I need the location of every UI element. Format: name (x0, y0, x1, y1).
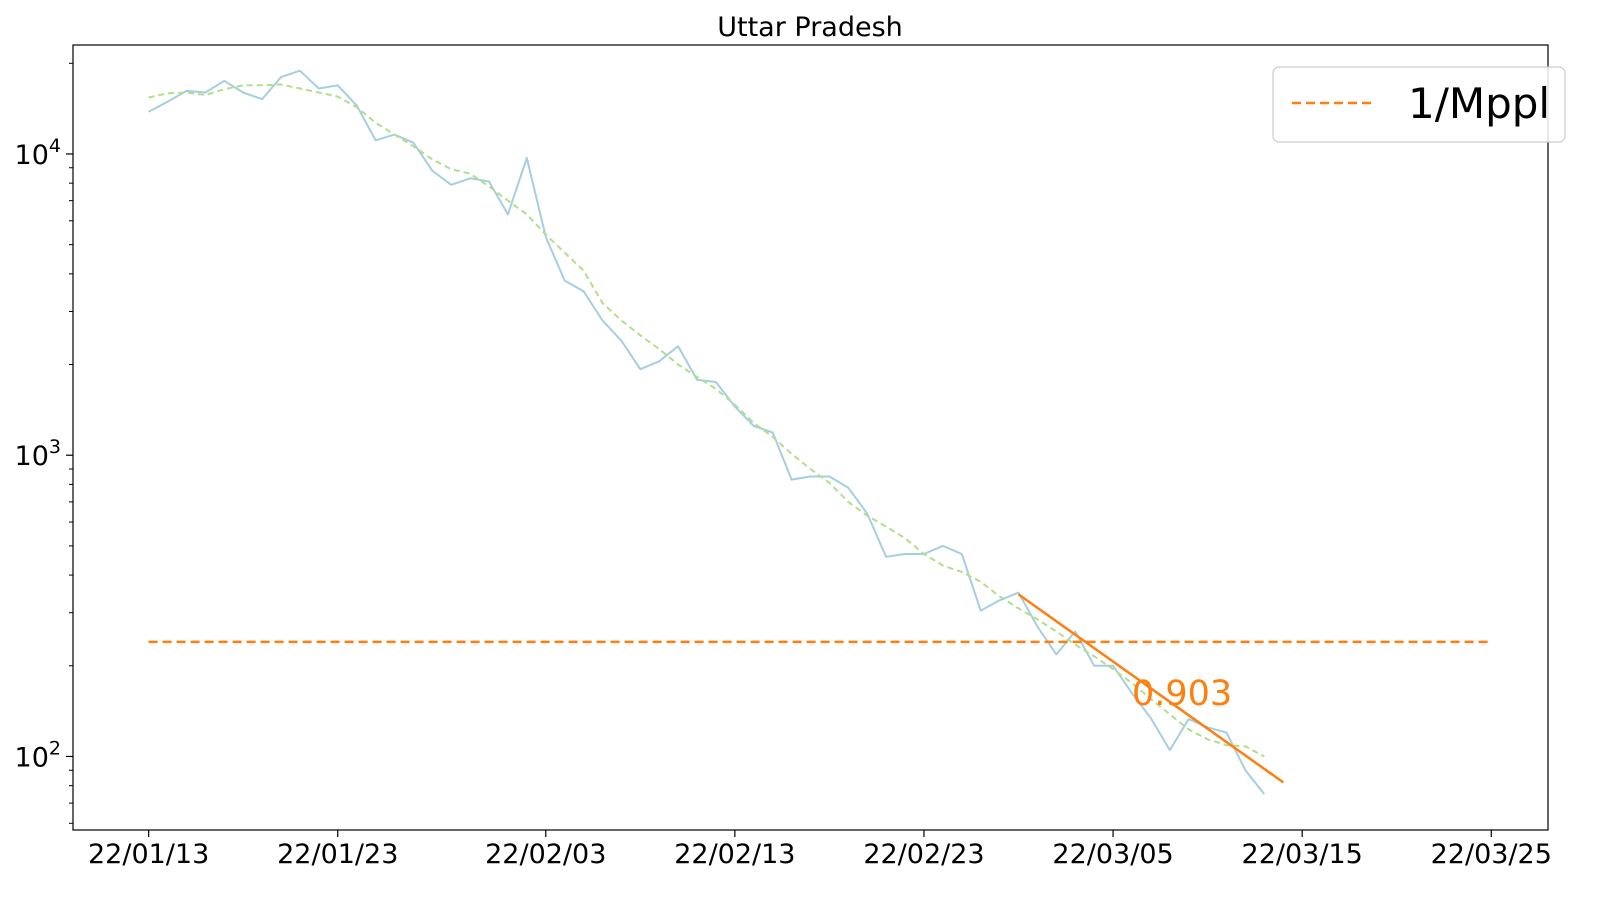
x-tick-label: 22/02/13 (674, 839, 795, 870)
y-tick-label: 103 (15, 436, 61, 472)
series-line-fit (1017, 593, 1285, 784)
x-tick-label: 22/01/23 (277, 839, 398, 870)
x-tick-label: 22/03/05 (1052, 839, 1173, 870)
series-layer (148, 69, 1492, 795)
x-tick-label: 22/01/13 (88, 839, 209, 870)
series-line-smoothed (148, 83, 1265, 758)
chart-title: Uttar Pradesh (717, 12, 903, 43)
x-tick-label: 22/02/23 (863, 839, 984, 870)
y-tick-label: 102 (15, 737, 61, 773)
legend: 1/Mppl (1272, 66, 1566, 143)
x-axis: 22/01/13 22/01/23 22/02/03 22/02/13 22/02/23… (88, 830, 1552, 870)
legend-box (1272, 66, 1566, 143)
annotation-layer: 0.903 (1132, 674, 1232, 714)
x-tick-label: 22/03/25 (1431, 839, 1552, 870)
annotation-label: 0.903 (1132, 674, 1232, 714)
legend-label-threshold: 1/Mppl (1408, 79, 1550, 128)
y-tick-label: 104 (15, 135, 61, 171)
plot-frame (72, 44, 1549, 831)
x-tick-label: 22/02/03 (485, 839, 606, 870)
x-tick-label: 22/03/15 (1242, 839, 1363, 870)
y-axis: 102 103 104 (15, 62, 73, 824)
